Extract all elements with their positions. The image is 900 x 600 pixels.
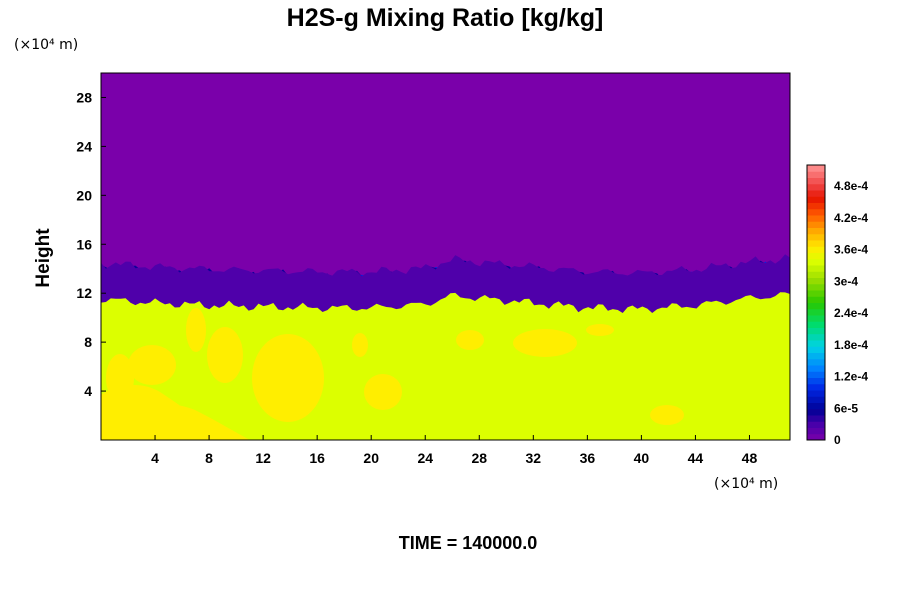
x-axis-unit: (×10⁴ m) — [714, 476, 778, 492]
colorbar-segment — [807, 233, 825, 241]
colorbar-segment — [807, 171, 825, 178]
y-axis-unit: (×10⁴ m) — [14, 37, 78, 53]
interface-bands — [101, 254, 790, 440]
colorbar-segment — [807, 240, 825, 247]
blob-6 — [513, 329, 577, 357]
x-tick-label: 44 — [688, 450, 704, 466]
colorbar-segment — [807, 333, 825, 341]
colorbar-segment — [807, 177, 825, 185]
blob-10 — [352, 333, 368, 357]
colorbar-segment — [807, 265, 825, 272]
blob-3 — [650, 405, 684, 425]
y-tick-label: 4 — [84, 383, 92, 399]
colorbar-segment — [807, 252, 825, 260]
colorbar-segment — [807, 340, 825, 347]
colorbar-segment — [807, 365, 825, 372]
colorbar-segment — [807, 327, 825, 335]
colorbar-tick-label: 0 — [834, 433, 841, 447]
colorbar-segment — [807, 271, 825, 278]
colorbar-segment — [807, 215, 825, 222]
blob-7 — [456, 330, 484, 350]
x-tick-label: 12 — [255, 450, 271, 466]
colorbar-segment — [807, 283, 825, 291]
y-tick-label: 28 — [76, 89, 92, 105]
y-tick-label: 20 — [76, 187, 92, 203]
blob-left-band — [101, 403, 250, 440]
x-tick-label: 32 — [526, 450, 542, 466]
y-tick-label: 12 — [76, 285, 92, 301]
colorbar-segment — [807, 427, 825, 435]
blob-1 — [252, 334, 324, 422]
colorbar-segment — [807, 227, 825, 235]
concentration-blobs — [101, 308, 684, 440]
colorbar-tick-label: 4.8e-4 — [834, 179, 868, 193]
y-axis: 4 8 12 16 20 24 28 — [76, 89, 106, 399]
colorbar-segment — [807, 358, 825, 366]
colorbar-segment — [807, 377, 825, 385]
colorbar-segment — [807, 390, 825, 397]
y-tick-label: 8 — [84, 334, 92, 350]
blob-8 — [186, 308, 206, 352]
colorbar-segment — [807, 371, 825, 378]
plot-area — [101, 73, 790, 440]
colorbar-segment — [807, 421, 825, 428]
colorbar-segment — [807, 277, 825, 285]
y-axis-label: Height — [33, 228, 54, 288]
colorbar-segment — [807, 302, 825, 310]
y-tick-label: 24 — [76, 138, 92, 154]
colorbar-segment — [807, 208, 825, 216]
time-label: TIME = 140000.0 — [399, 533, 538, 553]
chart-title: H2S-g Mixing Ratio [kg/kg] — [287, 4, 604, 32]
colorbar-segment — [807, 296, 825, 303]
blob-9 — [106, 354, 134, 402]
blob-2 — [364, 374, 402, 410]
colorbar-segment — [807, 402, 825, 410]
colorbar-segment — [807, 246, 825, 253]
colorbar-segment — [807, 408, 825, 416]
colorbar-segment — [807, 396, 825, 403]
x-tick-label: 4 — [151, 450, 159, 466]
x-tick-label: 48 — [742, 450, 758, 466]
colorbar-segment — [807, 221, 825, 228]
colorbar-segment — [807, 190, 825, 197]
y-tick-label: 16 — [76, 236, 92, 252]
blob-4 — [128, 345, 176, 385]
colorbar-tick-label: 4.2e-4 — [834, 211, 868, 225]
colorbar-tick-label: 1.2e-4 — [834, 370, 868, 384]
plot-frame — [100, 72, 791, 441]
colorbar-segment — [807, 433, 825, 441]
colorbar-segment — [807, 415, 825, 422]
x-tick-label: 16 — [309, 450, 325, 466]
colorbar-segment — [807, 352, 825, 360]
x-tick-label: 8 — [205, 450, 213, 466]
blob-5 — [207, 327, 243, 383]
colorbar-segment — [807, 383, 825, 391]
colorbar-tick-label: 2.4e-4 — [834, 306, 868, 320]
colorbar-segment — [807, 308, 825, 316]
blob-11 — [586, 324, 614, 336]
colorbar-tick-label: 1.8e-4 — [834, 338, 868, 352]
x-tick-label: 36 — [580, 450, 596, 466]
x-tick-label: 40 — [634, 450, 650, 466]
colorbar-segment — [807, 321, 825, 328]
x-axis: 4 8 12 16 20 24 28 32 36 40 44 48 — [151, 435, 757, 466]
x-tick-label: 24 — [417, 450, 433, 466]
colorbar-segment — [807, 165, 825, 172]
colorbar-segment — [807, 183, 825, 191]
colorbar-segment — [807, 258, 825, 266]
colorbar-segment — [807, 315, 825, 322]
colorbar-segment — [807, 346, 825, 353]
colorbar-segment — [807, 202, 825, 210]
colorbar-tick-label: 3e-4 — [834, 274, 858, 288]
colorbar-tick-label: 6e-5 — [834, 401, 858, 415]
x-tick-label: 28 — [471, 450, 487, 466]
colorbar-segment — [807, 290, 825, 297]
colorbar-frame — [806, 164, 826, 441]
colorbar-segment — [807, 196, 825, 203]
colorbar-tick-label: 3.6e-4 — [834, 243, 868, 257]
colorbar: 0 6e-5 1.2e-4 1.8e-4 2.4e-4 3e-4 3.6e-4 4.2e-4 4… — [806, 164, 868, 447]
x-tick-label: 20 — [363, 450, 379, 466]
